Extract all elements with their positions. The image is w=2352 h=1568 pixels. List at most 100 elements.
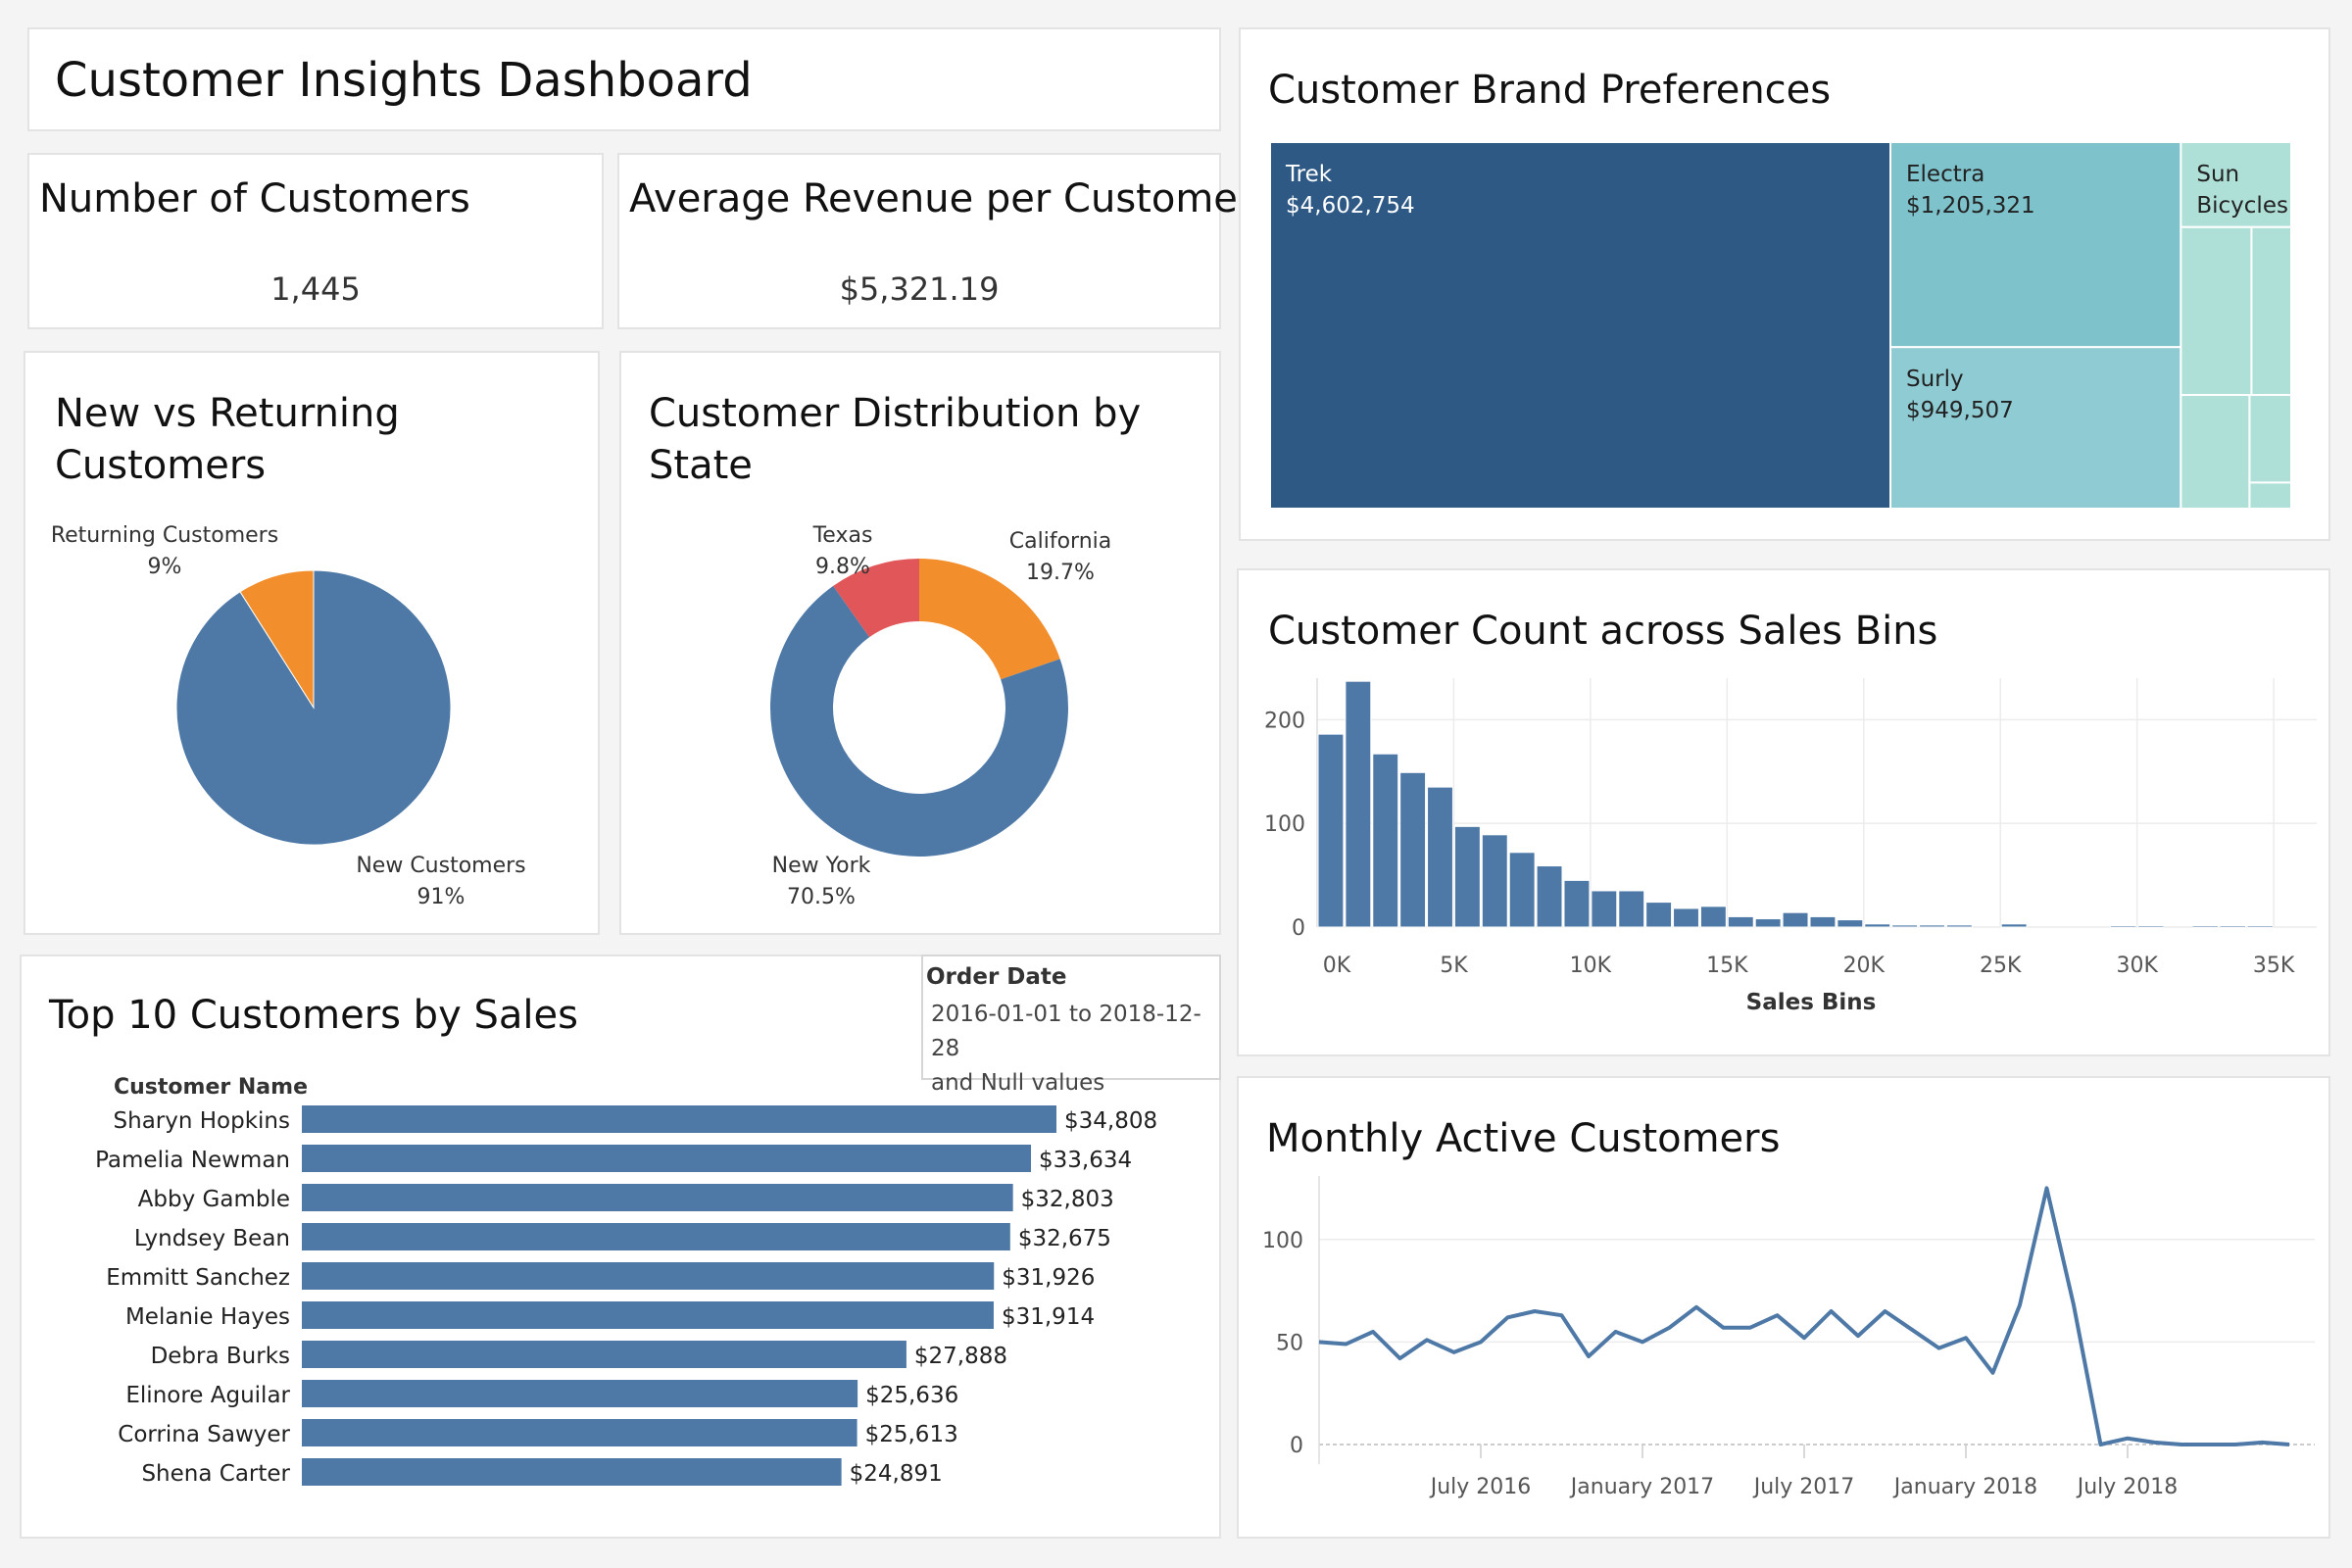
dashboard-title: Customer Insights Dashboard — [55, 53, 753, 108]
hist-bar — [1919, 924, 1945, 928]
line-title: Monthly Active Customers — [1266, 1116, 1781, 1161]
pie-slice-returning — [239, 569, 315, 710]
top10-name: Melanie Hayes — [125, 1304, 290, 1330]
brand-preferences-chart: Trek $4,602,754 Electra $1,205,321 Surly $949… — [1269, 141, 2293, 511]
hist-bar — [1645, 902, 1673, 928]
donut-title-line1: Customer Distribution by — [649, 391, 1142, 436]
hist-bar — [1945, 924, 1973, 928]
top10-bar — [302, 1341, 906, 1368]
kpi-revenue-panel: Average Revenue per Customer $5,321.19 — [617, 153, 1253, 329]
donut-slice-california — [919, 559, 1060, 680]
hist-y-tick: 0 — [1292, 916, 1305, 941]
top10-bar — [302, 1262, 995, 1290]
pie-title-line2: Customers — [55, 443, 267, 488]
hist-bar — [2110, 925, 2137, 928]
hist-x-tick: 20K — [1843, 954, 1886, 978]
hist-bar — [1399, 771, 1427, 928]
hist-bar — [1837, 919, 1864, 928]
state-distribution-chart: Texas 9.8% California 19.7% New York 70.5% — [770, 523, 1111, 909]
treemap-tile-other-7 — [2248, 394, 2293, 484]
hist-bar — [2191, 925, 2219, 928]
order-date-filter[interactable]: Order Date 2016-01-01 to 2018-12-28 and … — [921, 955, 1221, 1096]
hist-x-tick: 25K — [1980, 954, 2022, 978]
top10-name: Elinore Aguilar — [125, 1383, 290, 1408]
top10-name: Debra Burks — [151, 1344, 290, 1369]
donut-value-texas: 9.8% — [815, 555, 870, 579]
kpi-customers-panel: Number of Customers 1,445 — [27, 153, 604, 329]
line-x-tick: January 2017 — [1569, 1475, 1714, 1499]
top10-value: $25,636 — [865, 1383, 958, 1408]
treemap-value-electra: $1,205,321 — [1906, 193, 2035, 219]
top10-bar — [302, 1145, 1032, 1172]
hist-bar — [1345, 680, 1372, 928]
hist-bar — [1809, 915, 1837, 928]
top10-bar — [302, 1380, 858, 1407]
hist-bar — [1673, 907, 1699, 928]
hist-bar — [1317, 733, 1345, 928]
line-x-tick: July 2018 — [2076, 1475, 2179, 1499]
hist-x-label: Sales Bins — [1746, 990, 1877, 1015]
top10-value: $24,891 — [850, 1461, 943, 1487]
donut-label-texas: Texas — [812, 523, 873, 548]
top10-name: Corrina Sawyer — [118, 1422, 290, 1447]
treemap-tile-trek — [1269, 141, 1892, 510]
donut-label-new-york: New York — [772, 854, 871, 878]
state-distribution-panel: Customer Distribution by State Texas 9.8%… — [619, 351, 1221, 935]
donut-label-california: California — [1009, 529, 1111, 554]
kpi-revenue-value: $5,321.19 — [839, 270, 1000, 308]
top10-bar — [302, 1301, 994, 1329]
treemap-label-trek: Trek — [1285, 162, 1333, 187]
monthly-active-panel: Monthly Active Customers 0 50 100 July 2016… — [1237, 1076, 2330, 1539]
top10-name: Lyndsey Bean — [134, 1226, 290, 1251]
donut-title-line2: State — [649, 443, 753, 488]
kpi-revenue-label: Average Revenue per Customer — [629, 176, 1254, 221]
treemap-value-trek: $4,602,754 — [1286, 193, 1415, 219]
hist-bar — [1591, 890, 1618, 928]
hist-bar — [1891, 924, 1919, 928]
line-x-tick: July 2017 — [1752, 1475, 1855, 1499]
treemap-title: Customer Brand Preferences — [1268, 68, 1832, 113]
top10-value: $27,888 — [914, 1344, 1007, 1369]
line-y-tick: 0 — [1290, 1434, 1303, 1458]
hist-bar — [1453, 825, 1481, 928]
filter-range: 2016-01-01 to 2018-12-28 — [931, 1002, 1201, 1061]
hist-bar — [1782, 911, 1809, 928]
top10-name: Pamelia Newman — [95, 1148, 290, 1173]
top10-value: $31,926 — [1002, 1265, 1095, 1291]
top10-value: $31,914 — [1002, 1304, 1095, 1330]
hist-x-tick: 15K — [1706, 954, 1748, 978]
top10-name: Sharyn Hopkins — [114, 1108, 290, 1134]
top10-bar — [302, 1458, 842, 1486]
new-vs-returning-chart: Returning Customers 9% New Customers 91% — [51, 523, 526, 909]
donut-slice-texas — [833, 559, 919, 638]
line-y-tick: 100 — [1262, 1229, 1303, 1253]
pie-label-new: New Customers — [356, 854, 525, 878]
top10-name: Emmitt Sanchez — [106, 1265, 290, 1291]
filter-label: Order Date — [926, 964, 1067, 990]
treemap-tile-other-4 — [2180, 225, 2253, 397]
filter-values: 2016-01-01 to 2018-12-28 and Null values — [931, 998, 1219, 1101]
treemap-tile-surly — [1889, 346, 2182, 510]
line-series — [1318, 1186, 2290, 1446]
hist-x-tick: 5K — [1440, 954, 1468, 978]
top10-value: $25,613 — [865, 1422, 958, 1447]
hist-bar — [1427, 786, 1453, 928]
pie-label-returning: Returning Customers — [51, 523, 278, 548]
brand-preferences-panel: Customer Brand Preferences Trek $4,602,75… — [1239, 27, 2330, 541]
top10-bar — [302, 1419, 858, 1446]
top10-bar — [302, 1184, 1013, 1211]
hist-y-tick: 100 — [1264, 812, 1305, 837]
treemap-value-surly: $949,507 — [1906, 398, 2014, 423]
top10-value: $32,675 — [1018, 1226, 1111, 1251]
top10-panel: Top 10 Customers by Sales Customer Name S… — [20, 955, 1221, 1539]
sales-bins-panel: Customer Count across Sales Bins 0K 5K 10K… — [1237, 568, 2330, 1056]
hist-bar — [1754, 918, 1782, 928]
hist-bar — [2246, 925, 2274, 928]
top10-name: Abby Gamble — [138, 1187, 290, 1212]
donut-value-california: 19.7% — [1026, 561, 1095, 585]
top10-bar — [302, 1223, 1010, 1250]
kpi-customers-value: 1,445 — [270, 270, 361, 308]
treemap-label-bicycles: Bicycles — [2196, 193, 2288, 219]
hist-bar — [1372, 753, 1399, 928]
hist-bar — [2000, 923, 2028, 928]
